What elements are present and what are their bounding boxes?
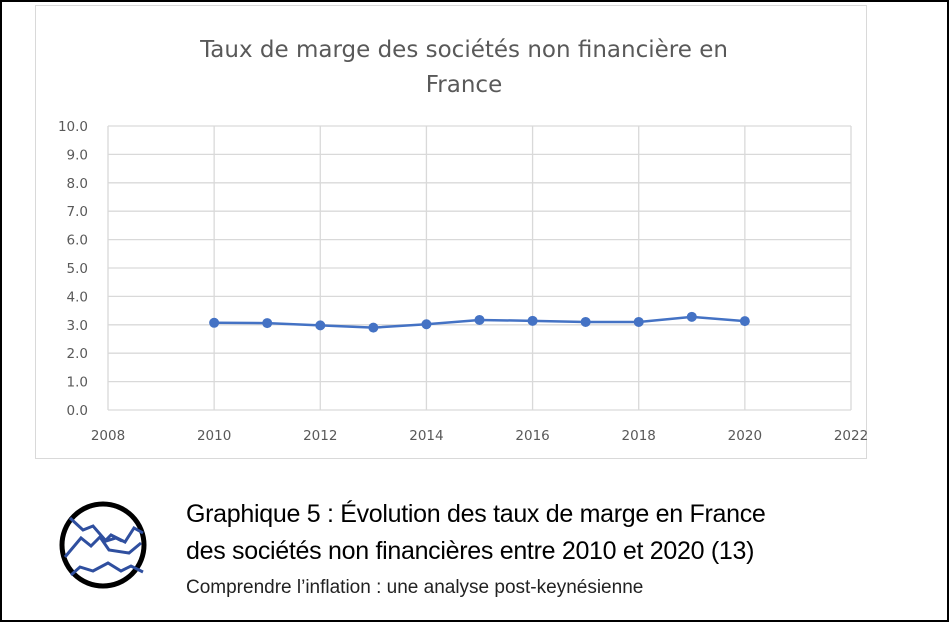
x-tick-label: 2020 (728, 428, 762, 444)
y-tick-label: 5.0 (67, 261, 88, 277)
y-tick-label: 3.0 (67, 318, 88, 334)
chart-title-line-2: France (426, 72, 502, 98)
line-chart: Taux de marge des sociétés non financièr… (58, 37, 868, 444)
x-tick-label: 2016 (515, 428, 549, 444)
data-point (262, 318, 273, 329)
y-tick-label: 4.0 (67, 289, 88, 305)
y-tick-label: 8.0 (67, 176, 88, 192)
y-tick-label: 0.0 (67, 403, 88, 419)
x-tick-label: 2014 (409, 428, 443, 444)
x-tick-label: 2010 (197, 428, 231, 444)
data-point (580, 316, 591, 327)
data-point (739, 316, 750, 327)
chart-title-line-1: Taux de marge des sociétés non financièr… (199, 37, 728, 63)
y-tick-label: 6.0 (67, 233, 88, 249)
y-tick-label: 9.0 (67, 147, 88, 163)
data-point (421, 319, 432, 330)
data-point (209, 317, 220, 328)
x-tick-label: 2018 (622, 428, 656, 444)
x-tick-label: 2008 (91, 428, 125, 444)
caption-title-line-1: Graphique 5 : Évolution des taux de marg… (186, 500, 766, 528)
data-point (474, 314, 485, 325)
y-tick-label: 10.0 (58, 119, 88, 135)
y-tick-label: 1.0 (67, 375, 88, 391)
data-point (527, 315, 538, 326)
y-tick-label: 2.0 (67, 346, 88, 362)
y-tick-label: 7.0 (67, 204, 88, 220)
data-point (633, 316, 644, 327)
data-point (686, 311, 697, 322)
caption-subtitle: Comprendre l’inflation : une analyse pos… (186, 577, 644, 598)
x-tick-label: 2012 (303, 428, 337, 444)
chart-area (35, 5, 867, 459)
caption-title-line-2: des sociétés non financières entre 2010 … (186, 537, 755, 565)
x-tick-label: 2022 (834, 428, 868, 444)
data-point (315, 320, 326, 331)
logo-icon (59, 501, 147, 589)
data-point (368, 322, 379, 333)
